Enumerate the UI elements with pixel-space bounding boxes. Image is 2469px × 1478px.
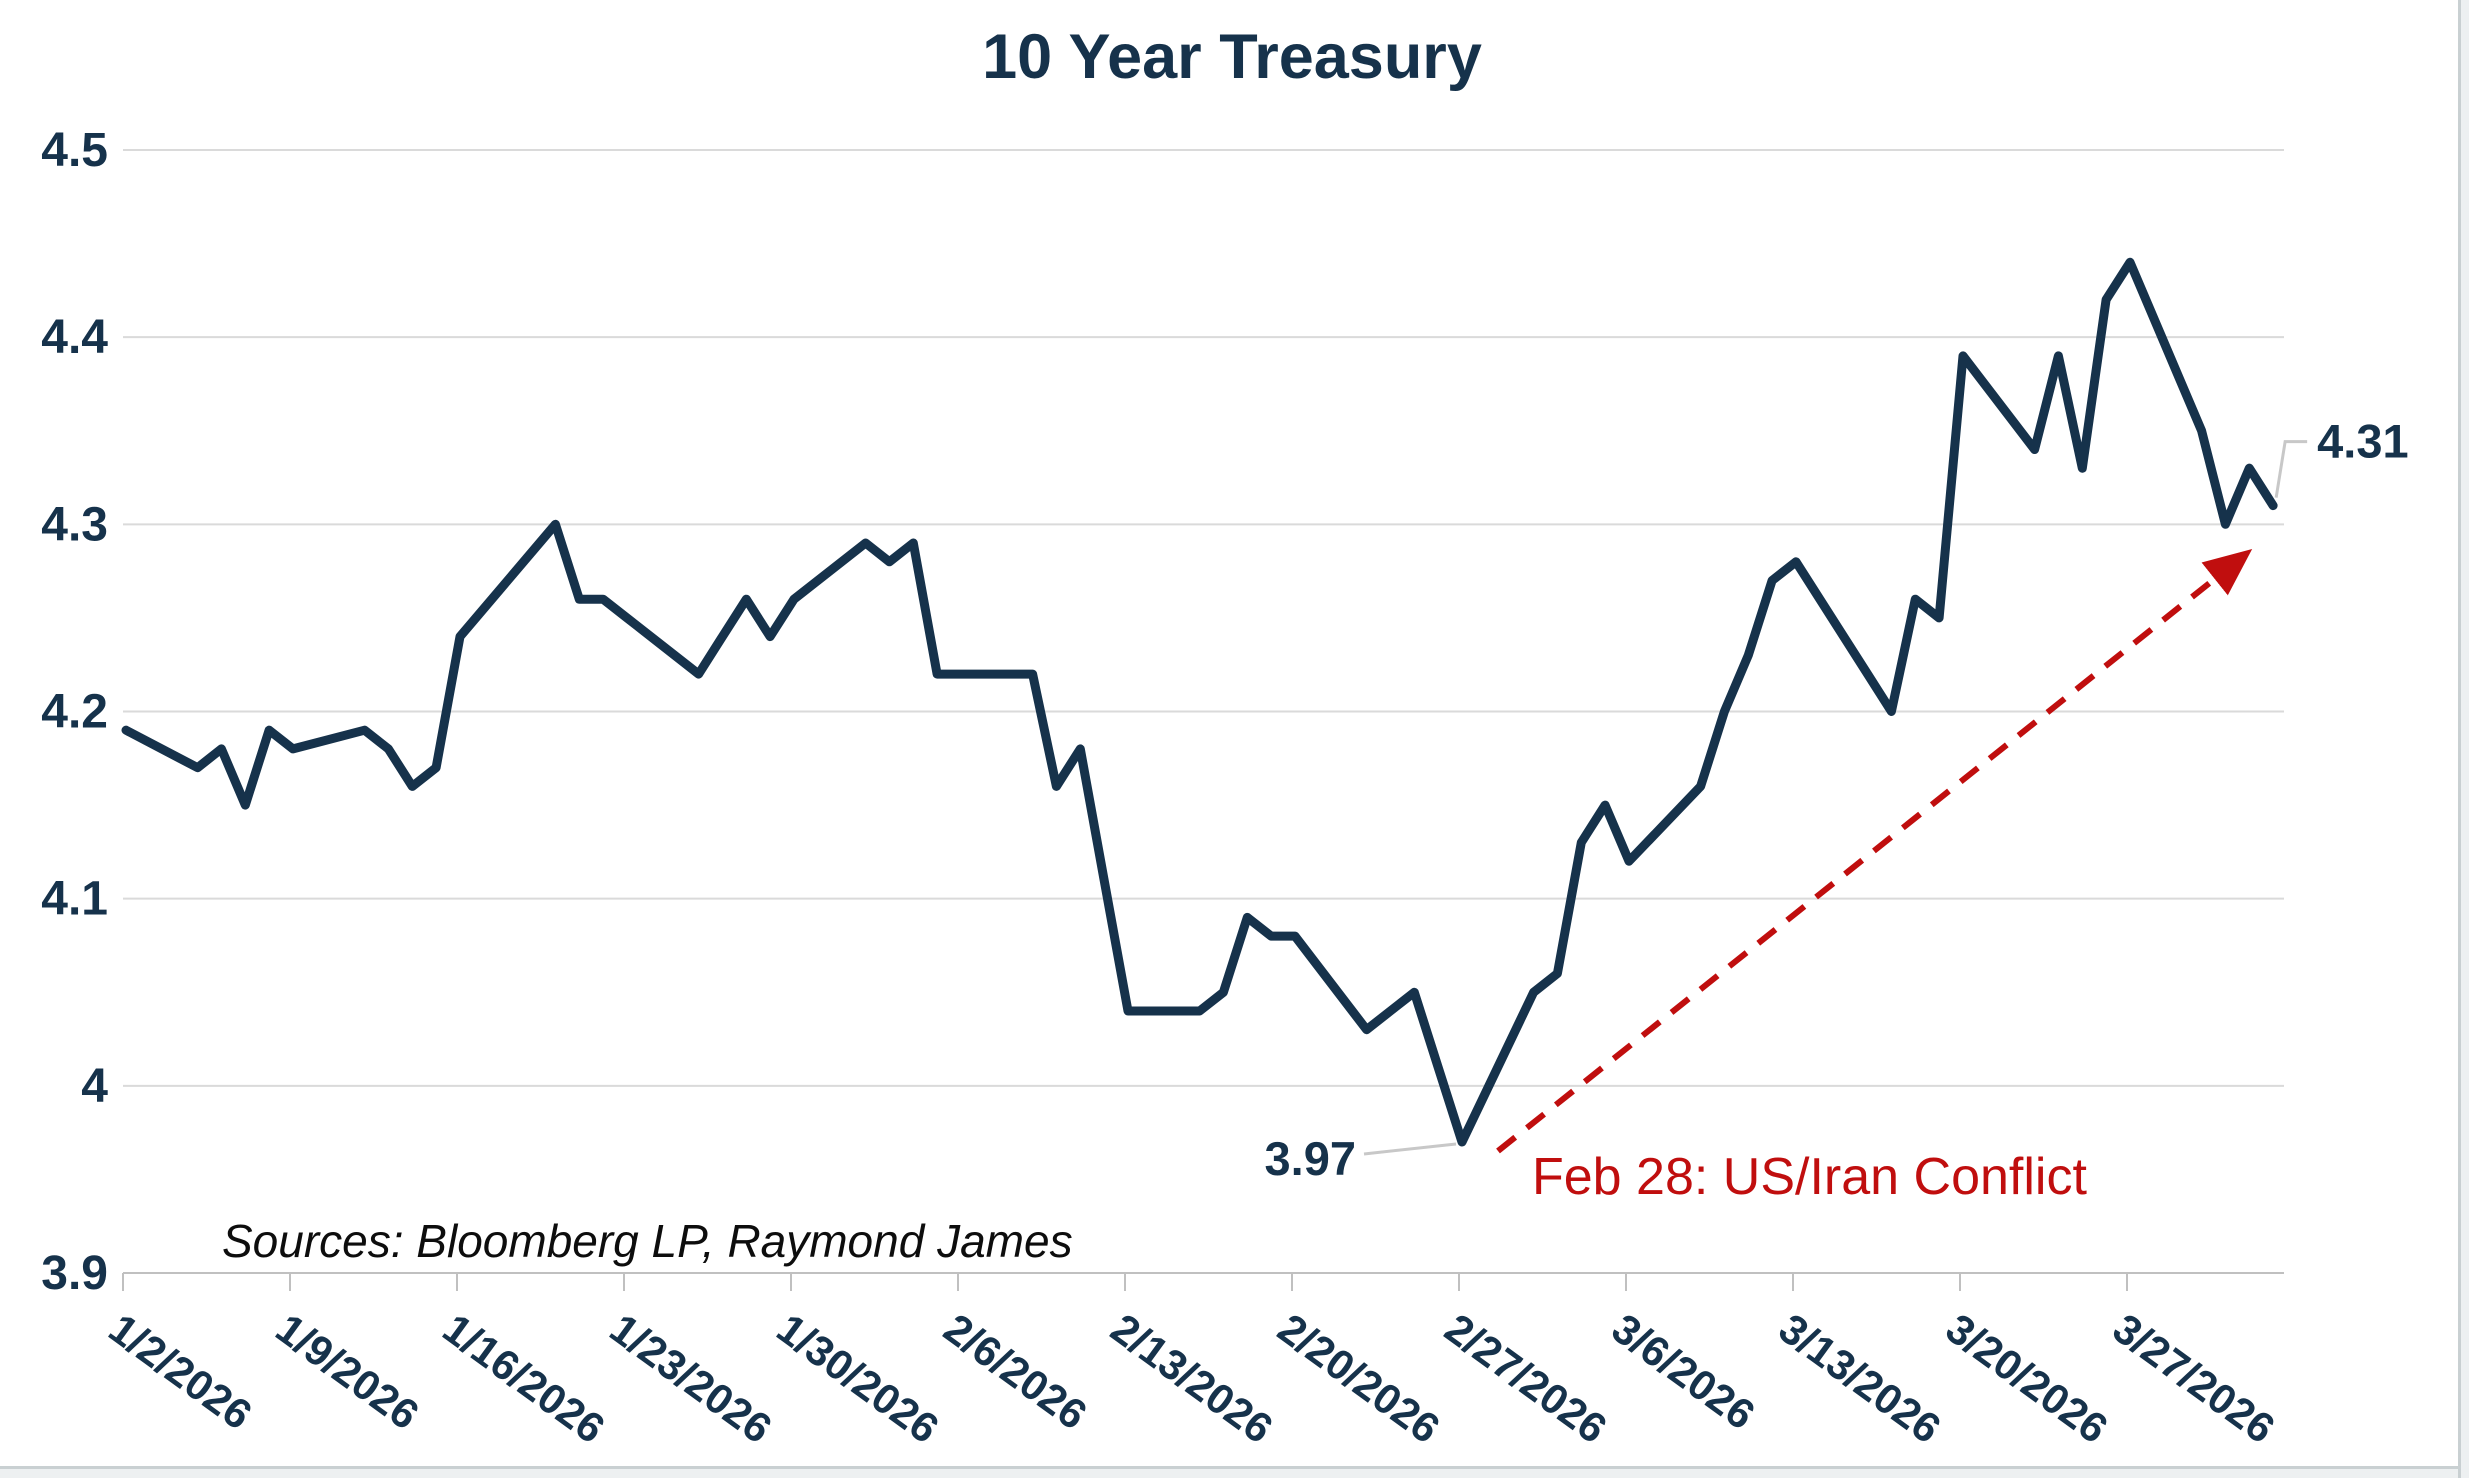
y-tick-label-4.3: 4.3 [41,498,108,551]
card-bottom-border [0,1466,2469,1469]
y-tick-label-4.5: 4.5 [41,124,108,177]
card-right-strip [2461,0,2469,1478]
x-tick-label-3/27/2026: 3/27/2026 [2105,1304,2284,1452]
annotation-low-group: 3.97 [1265,1132,1457,1185]
card-bottom-strip [0,1469,2469,1478]
card-right-border [2458,0,2461,1478]
end-leader-line [2274,440,2308,498]
x-tick-label-2/13/2026: 2/13/2026 [1103,1304,1282,1452]
x-tick-label-group-3/27/2026: 3/27/2026 [2105,1304,2284,1452]
y-tick-label-4: 4 [81,1060,108,1113]
x-tick-label-1/30/2026: 1/30/2026 [769,1304,948,1452]
x-tick-label-group-1/30/2026: 1/30/2026 [769,1304,948,1452]
x-tick-label-group-2/27/2026: 2/27/2026 [1437,1304,1616,1452]
x-tick-marks-group [122,1273,2128,1291]
x-tick-label-group-1/16/2026: 1/16/2026 [435,1304,614,1452]
x-tick-label-3/20/2026: 3/20/2026 [1938,1304,2117,1452]
y-axis-labels-group: 4.5 4.4 4.3 4.2 4.1 4 3.9 [41,124,108,1300]
low-value-label: 3.97 [1265,1132,1356,1185]
x-tick-label-2/6/2026: 2/6/2026 [936,1304,1096,1438]
x-tick-label-3/6/2026: 3/6/2026 [1604,1304,1764,1438]
x-tick-label-1/16/2026: 1/16/2026 [435,1304,614,1452]
x-tick-label-group-2/6/2026: 2/6/2026 [936,1304,1096,1438]
gridlines-group [123,149,2284,1087]
y-tick-label-3.9: 3.9 [41,1247,108,1300]
x-tick-label-1/2/2026: 1/2/2026 [101,1304,261,1438]
y-tick-label-4.2: 4.2 [41,686,108,739]
x-tick-label-group-3/20/2026: 3/20/2026 [1938,1304,2117,1452]
yield-line-series [121,257,2278,1147]
x-tick-label-group-1/23/2026: 1/23/2026 [602,1304,781,1452]
x-tick-label-group-1/9/2026: 1/9/2026 [268,1304,428,1438]
low-leader-line [1363,1142,1457,1156]
x-axis-labels-group: 1/2/2026 1/9/2026 1/16/20261/23/20261/30/2… [101,1304,2284,1452]
page-title: 10 Year Treasury [982,22,1482,92]
x-tick-label-2/20/2026: 2/20/2026 [1270,1304,1449,1452]
x-tick-label-1/9/2026: 1/9/2026 [268,1304,428,1438]
x-tick-label-group-3/6/2026: 3/6/2026 [1604,1304,1764,1438]
x-tick-label-3/13/2026: 3/13/2026 [1771,1304,1950,1452]
x-tick-label-group-2/13/2026: 2/13/2026 [1103,1304,1282,1452]
end-value-label: 4.31 [2317,415,2408,468]
annotation-event-group: Feb 28: US/Iran Conflict [1496,549,2253,1206]
x-tick-label-group-3/13/2026: 3/13/2026 [1771,1304,1950,1452]
y-tick-label-4.1: 4.1 [41,873,108,926]
x-tick-label-2/27/2026: 2/27/2026 [1437,1304,1616,1452]
annotation-end-group: 4.31 [2274,415,2409,498]
x-tick-label-1/23/2026: 1/23/2026 [602,1304,781,1452]
y-tick-label-4.4: 4.4 [41,311,108,364]
event-label: Feb 28: US/Iran Conflict [1532,1148,2087,1206]
source-note: Sources: Bloomberg LP, Raymond James [222,1215,1073,1267]
x-tick-label-group-1/2/2026: 1/2/2026 [101,1304,261,1438]
event-arrow [1496,549,2253,1154]
x-tick-label-group-2/20/2026: 2/20/2026 [1270,1304,1449,1452]
